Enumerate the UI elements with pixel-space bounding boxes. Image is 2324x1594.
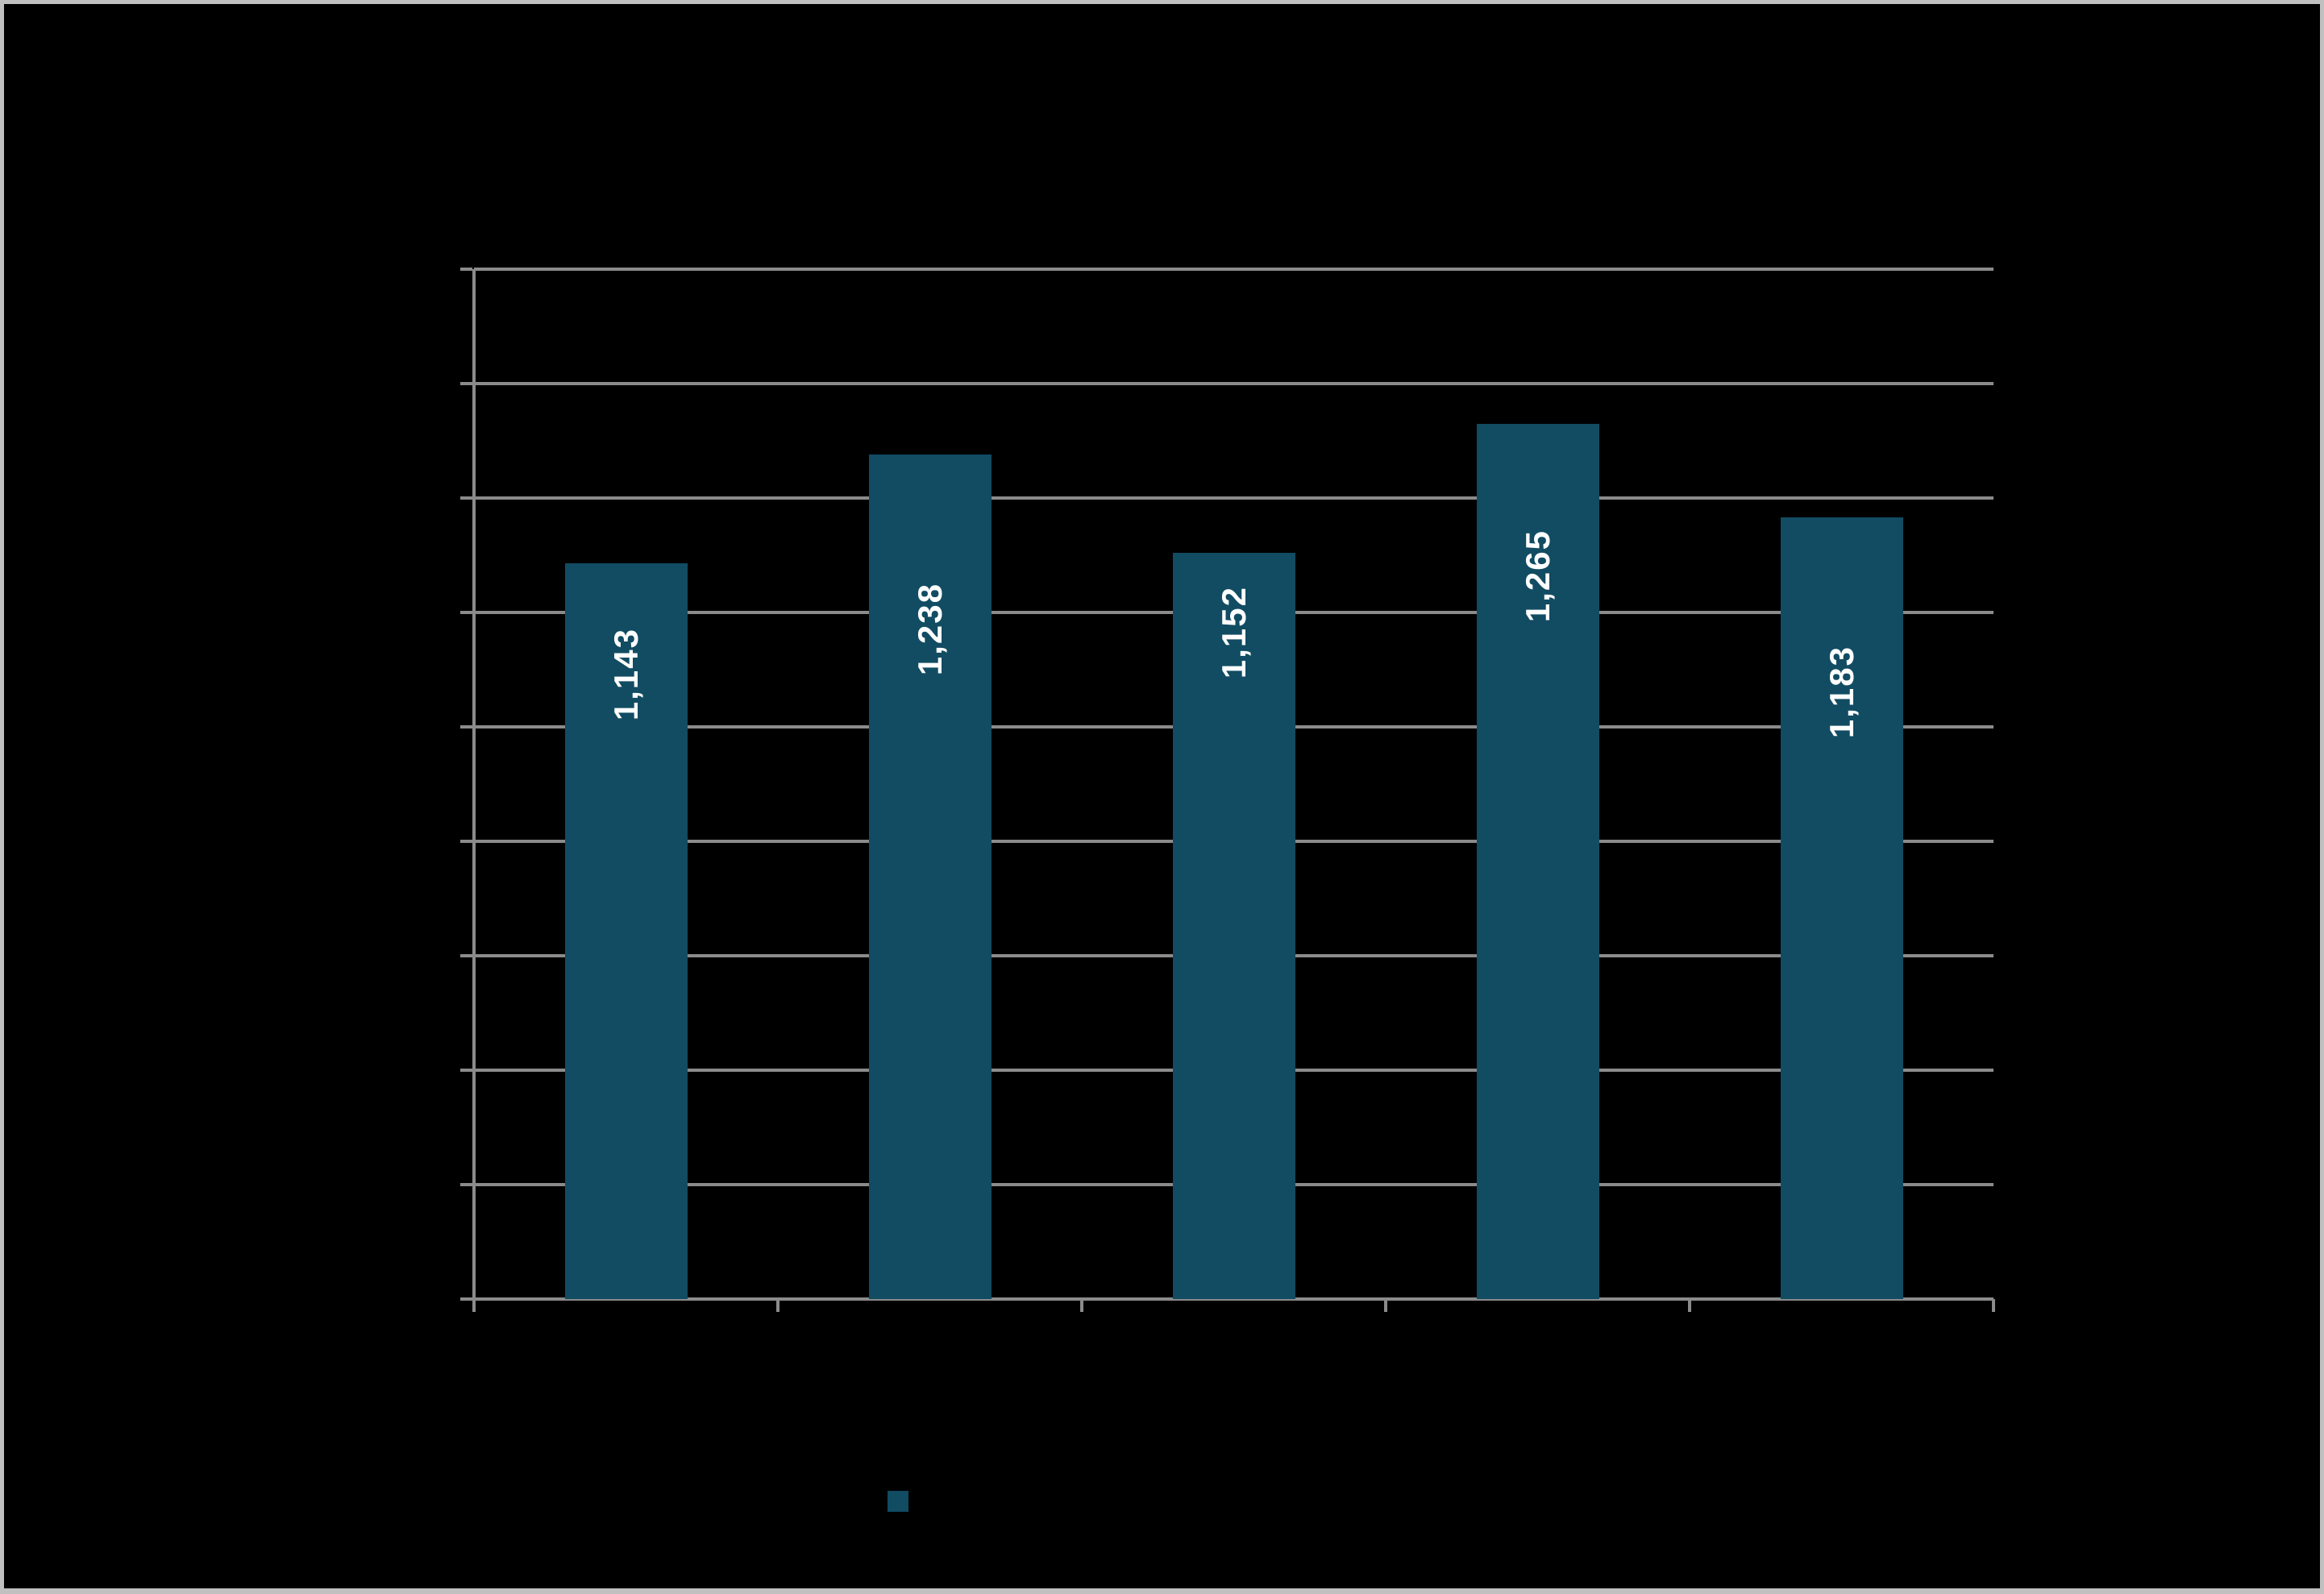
y-axis-tick — [460, 1183, 472, 1186]
gridline — [474, 496, 1993, 500]
y-axis-tick — [460, 725, 472, 729]
bar-value-label: 1,143 — [606, 627, 645, 721]
bar: 1,265 — [1476, 423, 1599, 1299]
bar-value-label: 1,238 — [910, 583, 949, 676]
x-axis-tick — [776, 1299, 780, 1312]
x-axis-line — [474, 1297, 1993, 1301]
legend-swatch — [888, 1491, 908, 1512]
y-axis-tick — [460, 611, 472, 614]
x-axis-tick — [1384, 1299, 1387, 1312]
bar: 1,183 — [1780, 517, 1903, 1299]
x-axis-tick — [1688, 1299, 1691, 1312]
bar-value-label: 1,152 — [1214, 586, 1253, 679]
bar: 1,238 — [868, 455, 992, 1299]
bar: 1,143 — [564, 562, 688, 1299]
y-axis-tick — [460, 382, 472, 385]
bar-value-label: 1,265 — [1518, 529, 1557, 622]
bar-value-label: 1,183 — [1822, 645, 1860, 739]
y-axis-line — [472, 269, 476, 1301]
gridline — [474, 382, 1993, 385]
x-axis-tick — [1992, 1299, 1995, 1312]
y-axis-tick — [460, 840, 472, 843]
plot-area: 1,143 1,238 1,152 1,265 1,183 — [460, 268, 1995, 1312]
x-axis-tick — [1080, 1299, 1083, 1312]
y-axis-tick — [460, 954, 472, 957]
y-axis-tick — [460, 1297, 472, 1301]
y-axis-tick — [460, 1069, 472, 1072]
y-axis-tick — [460, 496, 472, 500]
x-axis-tick — [472, 1299, 476, 1312]
bar: 1,152 — [1172, 553, 1295, 1299]
gridline — [474, 268, 1993, 271]
y-axis-tick — [460, 268, 472, 271]
